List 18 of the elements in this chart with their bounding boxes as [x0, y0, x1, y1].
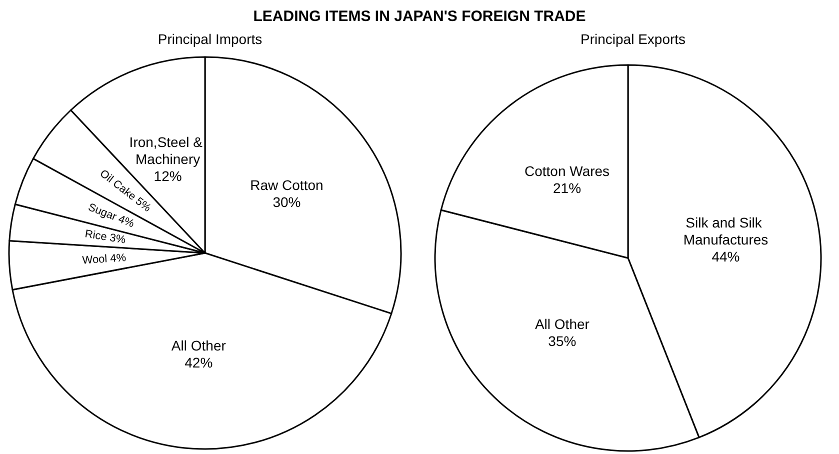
slice-label: All Other [534, 316, 590, 332]
data-label: 30% [272, 194, 301, 210]
slice-label: Rice 3% [84, 228, 127, 246]
slice-label: All Other [171, 337, 226, 354]
slice-label: Iron,Steel & Machinery [129, 134, 206, 168]
data-label: 44% [712, 248, 740, 264]
data-label: 35% [548, 333, 576, 350]
slice-label: Wool 4% [82, 252, 127, 267]
slice-label: Silk and Silk Manufactures [683, 214, 768, 248]
slice-label: Sugar 4% [86, 201, 136, 230]
data-label: 21% [553, 180, 582, 196]
slice-label: Raw Cotton [250, 177, 324, 194]
chart-subtitle: Principal Exports [580, 31, 686, 47]
slice-label: Cotton Wares [524, 162, 610, 179]
chart-subtitle: Principal Imports [158, 31, 262, 47]
data-label: 12% [154, 168, 182, 184]
data-label: 42% [184, 354, 213, 370]
chart-title: LEADING ITEMS IN JAPAN'S FOREIGN TRADE [253, 8, 586, 25]
